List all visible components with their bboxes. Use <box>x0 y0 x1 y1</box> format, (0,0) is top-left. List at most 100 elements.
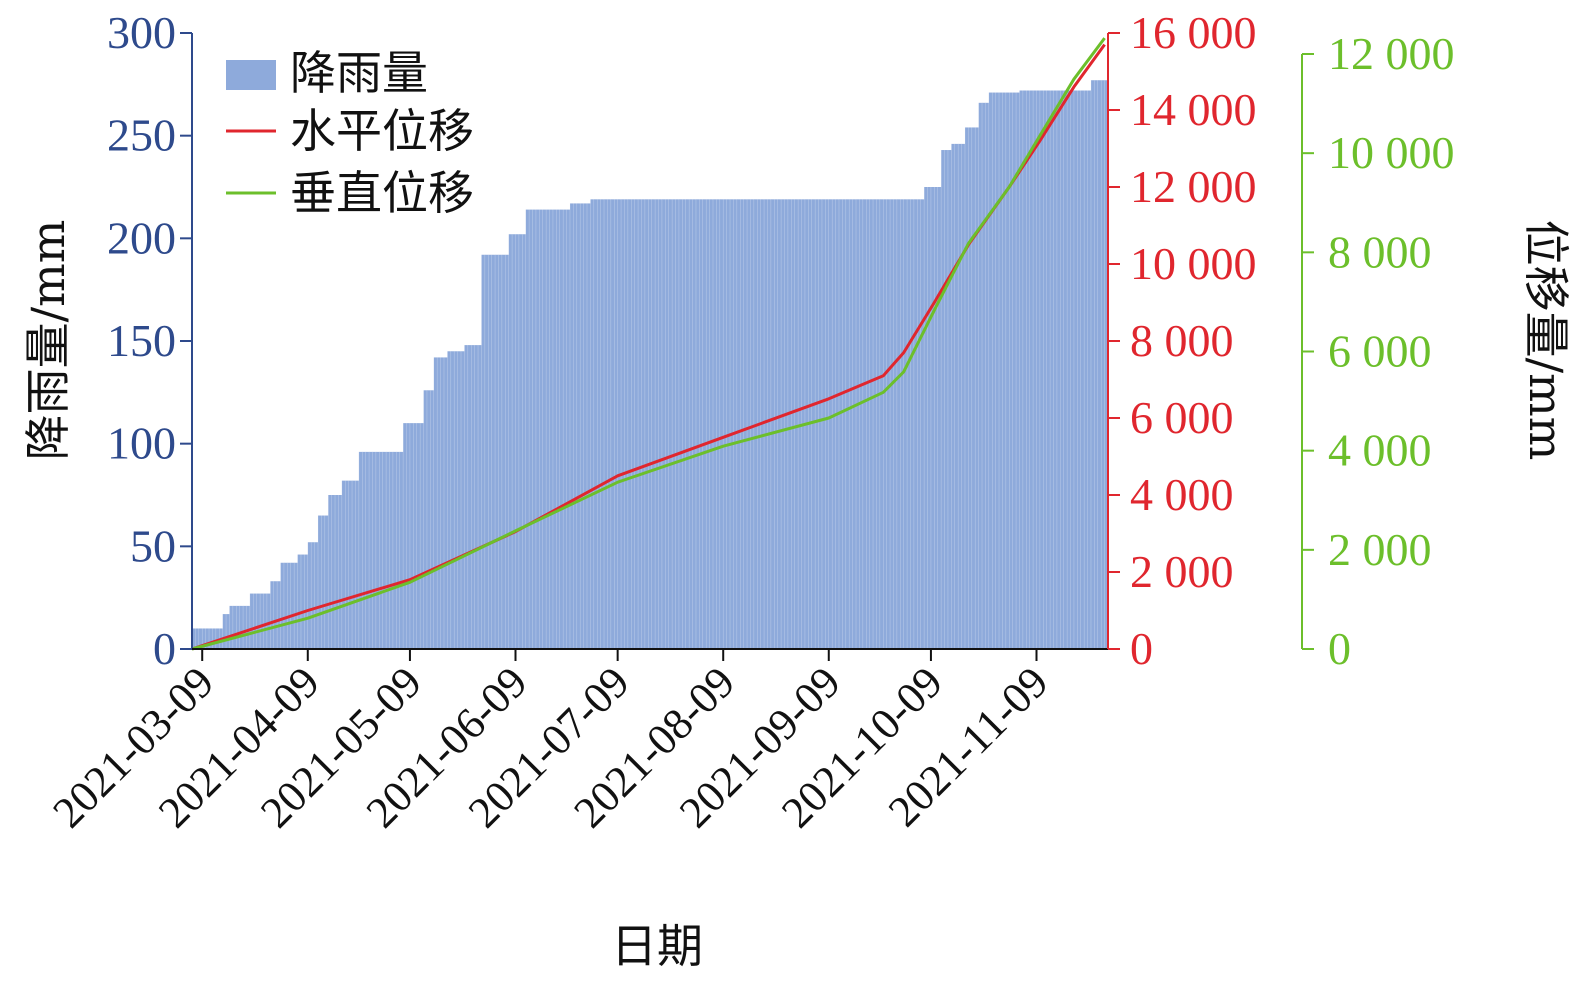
rainfall-bar <box>924 187 928 649</box>
rainfall-bar <box>226 614 230 649</box>
rainfall-bar <box>205 628 210 649</box>
rainfall-bar <box>661 199 666 649</box>
rainfall-bar <box>311 542 315 649</box>
y-left-tick-label: 100 <box>107 418 176 469</box>
rainfall-bar <box>794 199 799 649</box>
rainfall-bar <box>559 209 564 649</box>
rainfall-bar <box>1050 90 1054 650</box>
rainfall-bar <box>304 554 309 649</box>
rainfall-bar <box>328 495 333 649</box>
y-right-red-tick-label: 0 <box>1130 623 1153 674</box>
rainfall-bar <box>668 199 673 649</box>
y-right-green-tick-label: 6 000 <box>1328 326 1432 377</box>
rainfall-bar <box>501 254 506 649</box>
rainfall-bar <box>954 143 959 649</box>
rainfall-bar <box>290 562 295 649</box>
legend-swatch-rainfall <box>226 60 276 90</box>
rainfall-bar <box>879 199 884 649</box>
rainfall-bar <box>1046 90 1051 650</box>
rainfall-bar <box>767 199 772 649</box>
rainfall-bar <box>345 480 350 649</box>
rainfall-bar <box>338 495 343 649</box>
rainfall-bar <box>1084 90 1088 650</box>
rainfall-bar <box>716 199 721 649</box>
y-left-axis-title: 降雨量/mm <box>21 220 75 461</box>
rainfall-bar <box>726 199 731 649</box>
rainfall-bar <box>658 199 663 649</box>
rainfall-bar <box>740 199 745 649</box>
rainfall-bar <box>341 480 346 649</box>
rainfall-bar <box>866 199 871 649</box>
rainfall-bar <box>971 127 976 649</box>
rainfall-bar <box>426 390 431 649</box>
rainfall-bar <box>529 209 533 649</box>
rainfall-bar <box>862 199 867 649</box>
rainfall-bar <box>1016 92 1020 650</box>
vertical-displacement-line <box>191 37 1106 651</box>
rainfall-bar <box>665 199 670 649</box>
rainfall-bar <box>440 357 445 649</box>
rainfall-bar <box>927 187 932 649</box>
rainfall-bar <box>365 451 370 649</box>
rainfall-bar <box>815 199 819 649</box>
rainfall-bar <box>215 628 220 649</box>
rainfall-bar <box>937 187 942 649</box>
rainfall-bar <box>556 209 561 649</box>
rainfall-bar <box>467 345 472 649</box>
rainfall-bar <box>934 187 939 649</box>
rainfall-bar <box>375 451 380 649</box>
rainfall-bar <box>964 127 969 649</box>
rainfall-bar <box>842 199 847 649</box>
rainfall-bar <box>495 254 499 649</box>
rainfall-bar <box>692 199 697 649</box>
rainfall-bar <box>260 593 264 649</box>
rainfall-bar <box>975 127 980 649</box>
rainfall-bar <box>930 187 935 649</box>
y-left-tick-label: 300 <box>107 7 176 58</box>
rainfall-bar <box>461 351 465 649</box>
rainfall-bar <box>1094 80 1099 650</box>
rainfall-bar <box>951 143 956 649</box>
rainfall-bar <box>253 593 258 649</box>
rainfall-bar <box>471 345 476 649</box>
rainfall-bar <box>580 203 584 649</box>
rainfall-bar <box>638 199 642 649</box>
y-right-green-tick-label: 8 000 <box>1328 226 1432 277</box>
rainfall-bar <box>256 593 261 649</box>
legend: 降雨量 水平位移 垂直位移 <box>226 46 474 220</box>
rainfall-bar <box>430 390 435 649</box>
y-right-red-tick-label: 10 000 <box>1130 238 1257 289</box>
rainfall-bar <box>522 234 527 650</box>
rainfall-bar <box>961 143 966 649</box>
y-right-red-tick-label: 4 000 <box>1130 469 1234 520</box>
rainfall-bar <box>1056 90 1061 650</box>
rainfall-bar <box>569 203 574 649</box>
rainfall-bar <box>512 234 516 650</box>
rainfall-bar <box>770 199 775 649</box>
rainfall-bar <box>774 199 779 649</box>
rainfall-bar <box>488 254 493 649</box>
rainfall-bar <box>764 199 768 649</box>
rainfall-bar <box>1022 90 1027 650</box>
rainfall-bar <box>192 628 196 649</box>
rainfall-bar <box>818 199 823 649</box>
rainfall-bar <box>277 581 281 649</box>
rainfall-bar <box>1026 90 1031 650</box>
rainfall-bar <box>900 199 905 649</box>
rainfall-bar <box>399 451 404 649</box>
rainfall-bar <box>355 480 360 649</box>
y-right-red-tick-label: 12 000 <box>1130 161 1257 212</box>
rainfall-bar <box>457 351 462 649</box>
rainfall-bar <box>317 515 322 649</box>
rainfall-bar <box>913 199 918 649</box>
rainfall-bar <box>222 614 227 649</box>
y-left-tick-label: 250 <box>107 110 176 161</box>
rainfall-bar <box>651 199 656 649</box>
rainfall-bar <box>825 199 830 649</box>
rainfall-bar <box>478 345 482 649</box>
rainfall-bar <box>614 199 619 649</box>
rainfall-bar <box>781 199 785 649</box>
rainfall-bar <box>1036 90 1041 650</box>
rainfall-bar <box>978 102 983 649</box>
rainfall-bar <box>787 199 792 649</box>
